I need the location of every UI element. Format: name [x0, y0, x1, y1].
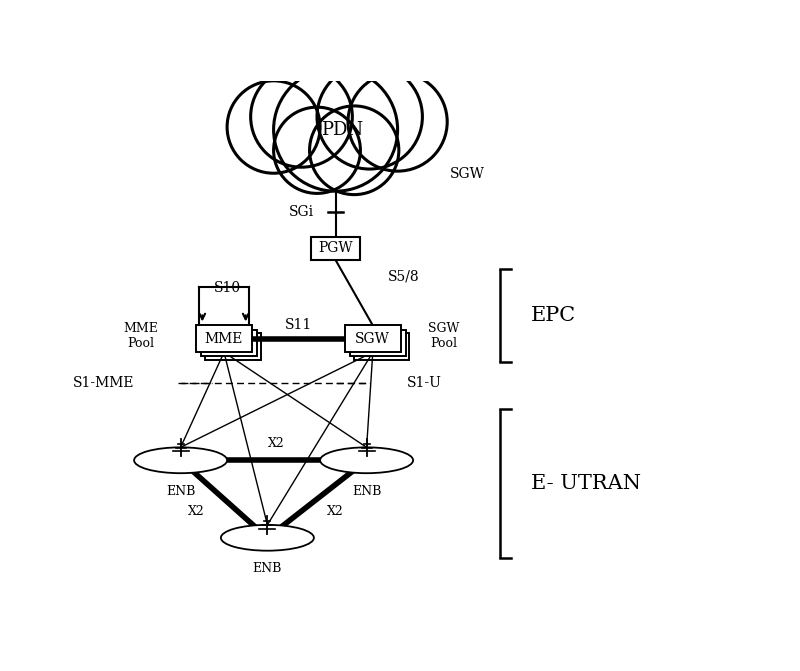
Text: S1-MME: S1-MME [73, 376, 134, 390]
Text: MME
Pool: MME Pool [123, 322, 158, 350]
Text: X2: X2 [327, 505, 344, 519]
Text: SGW
Pool: SGW Pool [429, 322, 460, 350]
Bar [205, 333, 261, 360]
Ellipse shape [348, 72, 447, 171]
Text: SGi: SGi [289, 205, 314, 219]
Text: ENB: ENB [253, 562, 282, 575]
Ellipse shape [134, 448, 227, 473]
Ellipse shape [221, 525, 314, 551]
Bar [201, 329, 257, 356]
Text: PDN: PDN [321, 121, 363, 139]
Ellipse shape [317, 64, 422, 169]
Text: S10: S10 [214, 281, 241, 295]
Text: PGW: PGW [318, 242, 353, 256]
Text: ENB: ENB [352, 484, 382, 498]
Text: S11: S11 [285, 318, 312, 332]
Text: SGW: SGW [355, 332, 390, 346]
Bar [196, 325, 252, 352]
Ellipse shape [310, 106, 399, 195]
Ellipse shape [274, 68, 398, 191]
Text: ENB: ENB [166, 484, 195, 498]
Ellipse shape [274, 107, 361, 193]
Ellipse shape [250, 66, 352, 167]
Bar [350, 329, 406, 356]
Ellipse shape [227, 81, 320, 173]
Text: S1-U: S1-U [407, 376, 442, 390]
Bar [345, 325, 401, 352]
Text: X2: X2 [268, 437, 285, 450]
Text: X2: X2 [188, 505, 205, 519]
Ellipse shape [320, 448, 413, 473]
Text: E- UTRAN: E- UTRAN [531, 474, 641, 493]
Bar [354, 333, 410, 360]
Text: SGW: SGW [450, 166, 485, 180]
Text: EPC: EPC [531, 306, 576, 325]
Text: S5/8: S5/8 [388, 270, 420, 284]
Text: MME: MME [205, 332, 243, 346]
Bar [310, 237, 361, 260]
